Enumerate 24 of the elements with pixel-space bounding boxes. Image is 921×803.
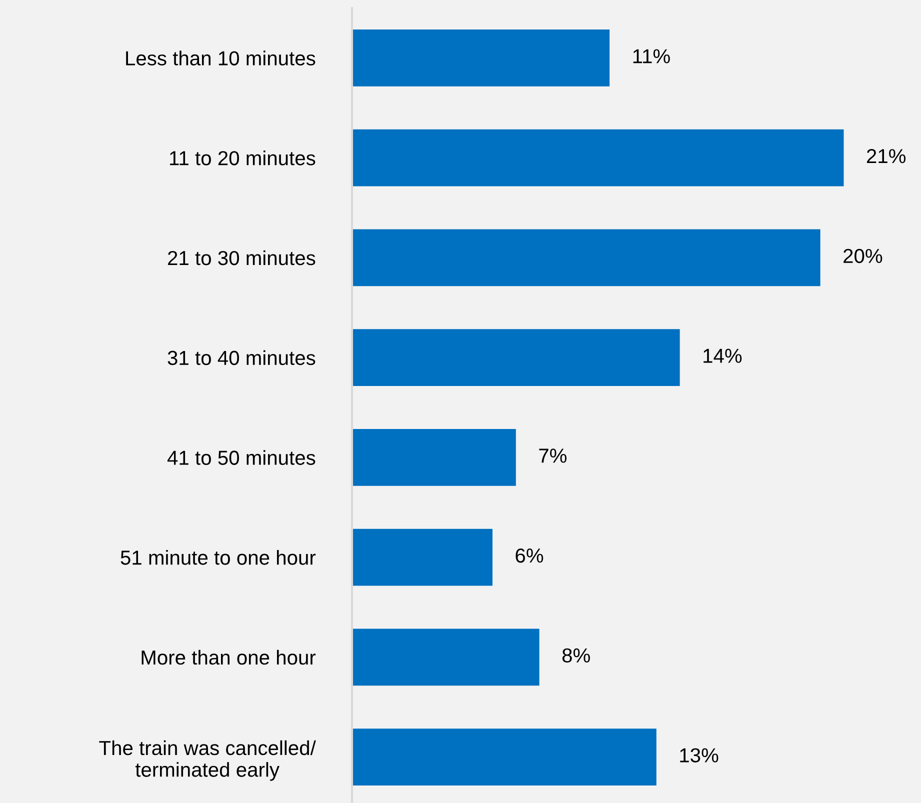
- bar: [352, 728, 656, 786]
- bar: [352, 428, 516, 486]
- bar: [352, 30, 610, 86]
- bar: [352, 628, 540, 686]
- y-tick-label: 31 to 40 minutes: [168, 350, 316, 366]
- bar: [352, 129, 844, 186]
- data-label: 8%: [562, 648, 590, 663]
- y-tick-label: 51 minute to one hour: [120, 550, 316, 565]
- data-label: 13%: [680, 748, 718, 762]
- bar: [352, 528, 492, 586]
- bar: [352, 329, 680, 386]
- data-label: 14%: [704, 348, 742, 363]
- bar: [352, 229, 820, 286]
- data-label: 6%: [516, 548, 544, 563]
- data-label: 20%: [844, 248, 882, 264]
- y-tick-label: 41 to 50 minutes: [167, 450, 316, 465]
- y-tick-label: 11 to 20 minutes: [170, 150, 316, 166]
- data-label: 11%: [633, 49, 670, 64]
- y-tick-label: The train was cancelled/ terminated early: [99, 740, 316, 781]
- data-label: 21%: [866, 148, 906, 164]
- y-tick-label: 21 to 30 minutes: [168, 250, 316, 266]
- y-tick-label: Less than 10 minutes: [126, 50, 316, 66]
- y-tick-label: More than one hour: [142, 650, 316, 665]
- data-label: 7%: [539, 448, 567, 463]
